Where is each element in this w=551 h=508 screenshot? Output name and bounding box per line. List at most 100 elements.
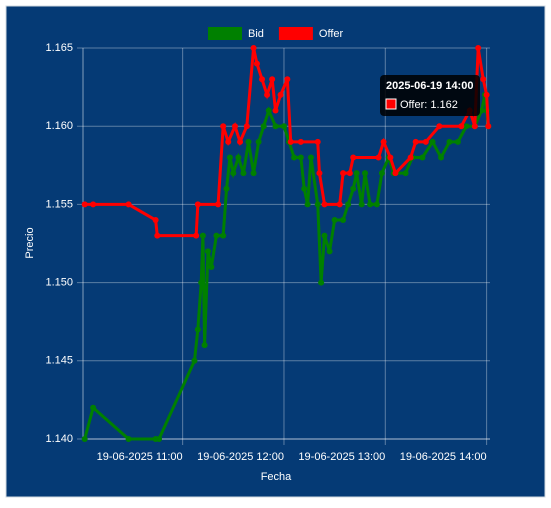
data-point xyxy=(220,232,227,239)
data-point xyxy=(284,76,291,83)
data-point xyxy=(199,232,206,239)
y-tick-label: 1.140 xyxy=(45,433,73,445)
data-point xyxy=(301,185,308,192)
data-point xyxy=(380,138,387,145)
data-point xyxy=(358,201,365,208)
data-point xyxy=(321,232,328,239)
data-point xyxy=(483,91,490,98)
data-point xyxy=(253,60,260,67)
data-point xyxy=(350,154,357,161)
data-point xyxy=(321,201,328,208)
data-point xyxy=(90,404,97,411)
data-point xyxy=(412,138,419,145)
data-point xyxy=(154,232,161,239)
data-point xyxy=(255,138,262,145)
data-point xyxy=(304,201,311,208)
data-point xyxy=(340,170,347,177)
data-point xyxy=(259,76,266,83)
data-point xyxy=(201,342,208,349)
tooltip-box xyxy=(380,75,480,116)
legend-swatch xyxy=(208,27,242,40)
data-point xyxy=(223,185,230,192)
data-point xyxy=(340,217,347,224)
data-point xyxy=(436,123,443,130)
data-point xyxy=(152,217,159,224)
data-point xyxy=(208,263,215,270)
data-point xyxy=(297,154,304,161)
data-point xyxy=(155,436,162,442)
data-point xyxy=(326,248,333,255)
data-point xyxy=(475,45,482,51)
data-point xyxy=(454,138,461,145)
data-point xyxy=(291,154,298,161)
y-tick-label: 1.160 xyxy=(45,120,73,132)
data-point xyxy=(230,170,237,177)
data-point xyxy=(422,138,429,145)
data-point xyxy=(125,201,132,208)
data-point xyxy=(471,123,478,130)
data-point xyxy=(458,123,465,130)
data-point xyxy=(373,201,380,208)
data-point xyxy=(269,76,276,83)
tooltip-label: Offer: 1.162 xyxy=(400,99,458,111)
data-point xyxy=(316,170,323,177)
data-point xyxy=(237,138,244,145)
data-point xyxy=(392,170,399,177)
data-point xyxy=(215,201,222,208)
data-point xyxy=(272,107,279,114)
data-point xyxy=(297,138,304,145)
data-point xyxy=(277,91,284,98)
x-tick-label: 19-06-2025 11:00 xyxy=(97,451,183,463)
data-point xyxy=(220,123,227,130)
legend-label: Bid xyxy=(248,28,264,40)
data-point xyxy=(204,248,211,255)
y-axis-title: Precio xyxy=(24,227,36,258)
y-tick-label: 1.155 xyxy=(45,198,73,210)
data-point xyxy=(265,107,272,114)
data-point xyxy=(225,138,232,145)
data-point xyxy=(336,201,343,208)
data-point xyxy=(331,217,338,224)
data-point xyxy=(240,170,247,177)
data-point xyxy=(287,138,294,145)
tooltip-title: 2025-06-19 14:00 xyxy=(386,80,473,92)
data-point xyxy=(378,170,385,177)
data-point xyxy=(438,154,445,161)
data-point xyxy=(485,123,492,130)
data-point xyxy=(463,123,470,130)
data-point xyxy=(419,154,426,161)
data-point xyxy=(353,170,360,177)
data-point xyxy=(194,326,201,333)
data-point xyxy=(198,279,205,286)
data-point xyxy=(280,123,287,130)
data-point xyxy=(243,123,250,130)
y-tick-label: 1.145 xyxy=(45,355,73,367)
data-point xyxy=(375,154,382,161)
data-point xyxy=(407,154,414,161)
data-point xyxy=(307,154,314,161)
data-point xyxy=(260,123,267,130)
x-axis-title: Fecha xyxy=(261,471,292,483)
data-point xyxy=(125,436,132,442)
data-point xyxy=(350,185,357,192)
legend-label: Offer xyxy=(319,28,344,40)
x-tick-label: 19-06-2025 14:00 xyxy=(400,451,487,463)
data-point xyxy=(314,201,321,208)
data-point xyxy=(345,201,352,208)
data-point xyxy=(81,436,88,442)
data-point xyxy=(446,138,453,145)
data-point xyxy=(272,123,279,130)
data-point xyxy=(231,123,238,130)
data-point xyxy=(346,170,353,177)
data-point xyxy=(213,232,220,239)
data-point xyxy=(387,154,394,161)
tooltip: 2025-06-19 14:00 Offer: 1.162 xyxy=(380,75,480,116)
legend: Bid Offer xyxy=(208,27,343,40)
x-tick-label: 19-06-2025 13:00 xyxy=(298,451,385,463)
y-tick-label: 1.165 xyxy=(45,42,73,54)
data-point xyxy=(264,91,271,98)
data-point xyxy=(250,170,257,177)
data-point xyxy=(235,154,242,161)
